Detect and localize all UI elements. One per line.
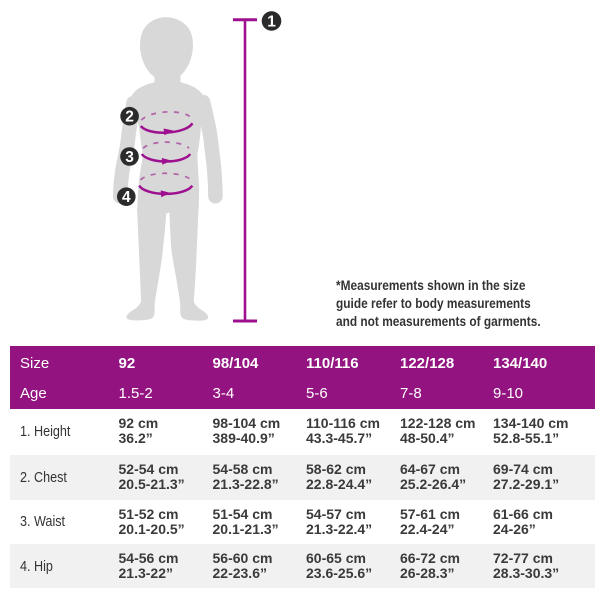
svg-text:4: 4 [122, 189, 131, 206]
svg-text:1: 1 [267, 14, 276, 31]
svg-text:2: 2 [125, 109, 134, 126]
svg-text:3: 3 [125, 149, 134, 166]
